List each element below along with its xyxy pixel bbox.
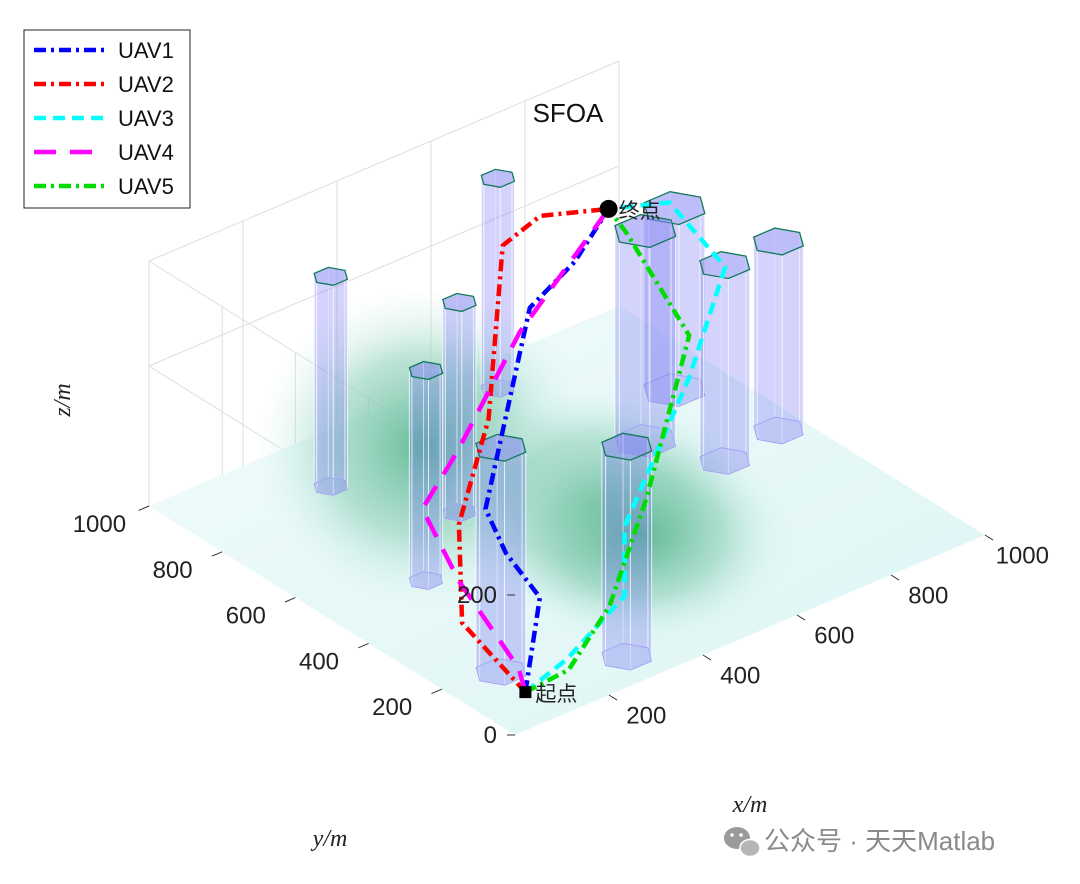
grid-line [148, 60, 620, 262]
obstacle-top [408, 360, 444, 381]
z-tick-label: 200 [457, 582, 497, 609]
path-uav1 [483, 207, 611, 693]
obstacle-face [475, 443, 481, 681]
legend-box [23, 29, 191, 209]
obstacle-top [752, 227, 805, 256]
obstacle-column [601, 432, 653, 671]
obstacle-base [601, 642, 653, 671]
x-tick-label: 400 [720, 662, 760, 689]
y-tick [431, 688, 442, 695]
obstacle-face [479, 456, 505, 686]
obstacle-face [703, 273, 729, 476]
y-axis-label: y/m [311, 826, 348, 852]
x-axis-label: x/m [732, 792, 768, 818]
obstacle-base [753, 416, 804, 445]
obstacle-face [756, 249, 783, 445]
start-label: 起点 [535, 682, 577, 706]
path-uav2 [456, 206, 609, 694]
y-tick [138, 505, 150, 511]
x-tick [608, 694, 618, 701]
y-tick-label: 600 [226, 603, 266, 630]
end-marker [599, 199, 618, 218]
obstacle-top [313, 266, 349, 286]
y-tick-label: 200 [372, 694, 412, 721]
x-tick-label: 800 [908, 582, 948, 609]
obstacle-face [444, 307, 463, 522]
y-tick-label: 400 [299, 648, 339, 675]
chart-title: SFOA [533, 98, 604, 128]
obstacle-face [601, 442, 607, 666]
z-tick-label: 0 [484, 722, 497, 749]
watermark-text: 公众号 · 天天Matlab [764, 826, 995, 856]
wechat-icon [724, 827, 761, 858]
obstacle-column [752, 227, 805, 445]
watermark: 公众号 · 天天Matlab [724, 826, 995, 858]
x-tick-label: 600 [814, 622, 854, 649]
y-tick-label: 1000 [73, 511, 126, 538]
x-tick-label: 1000 [996, 542, 1049, 569]
y-tick [358, 642, 369, 649]
y-tick [284, 597, 296, 603]
obstacle-face [316, 281, 334, 496]
obstacle-base [313, 476, 348, 496]
obstacle-face [753, 236, 758, 440]
obstacle-face [511, 172, 515, 392]
obstacle-top [480, 168, 516, 188]
obstacle-base [699, 447, 751, 475]
x-tick [702, 654, 712, 661]
obstacle-base [408, 571, 444, 590]
obstacle-face [344, 270, 348, 490]
obstacle-top [601, 432, 653, 461]
obstacle-top [699, 251, 751, 280]
legend: UAV1 UAV2 UAV3 UAV4 UAV5 [23, 29, 191, 209]
endpoint-markers: 起点 终点 [519, 199, 661, 706]
x-tick [796, 614, 806, 621]
obstacle-face [614, 225, 620, 453]
legend-label-uav4: UAV4 [118, 140, 174, 165]
legend-label-uav5: UAV5 [118, 174, 174, 199]
obstacle-top [643, 191, 706, 226]
y-tick-label: 800 [153, 557, 193, 584]
path-uav5 [524, 207, 692, 695]
x-tick [890, 574, 900, 581]
obstacle-face [799, 232, 804, 436]
obstacle-column [480, 168, 516, 399]
legend-label-uav3: UAV3 [118, 106, 174, 131]
z-axis-label: z/m [50, 383, 76, 417]
obstacle-column [408, 360, 444, 591]
start-marker [519, 686, 532, 699]
obstacle-column [313, 266, 349, 497]
uav-paths [420, 200, 728, 695]
x-tick-label: 200 [626, 702, 666, 729]
y-tick [211, 551, 223, 557]
legend-label-uav2: UAV2 [118, 72, 174, 97]
path-uav4 [420, 207, 611, 693]
obstacle-columns [313, 168, 805, 686]
obstacle-face [699, 260, 705, 471]
obstacle-face [745, 255, 751, 466]
obstacle-column [699, 250, 751, 476]
grid-line [148, 165, 620, 367]
terrain-hill [490, 424, 791, 647]
end-label: 终点 [619, 199, 661, 223]
obstacle-top [475, 433, 527, 462]
legend-label-uav1: UAV1 [118, 38, 174, 63]
axis-ticks: 200 400 600 800 1000 200 400 600 800 1000 0 200 [73, 505, 1049, 749]
obstacle-top [442, 292, 477, 313]
obstacle-face [521, 438, 527, 677]
obstacle-face [411, 375, 429, 590]
x-tick [984, 534, 994, 541]
